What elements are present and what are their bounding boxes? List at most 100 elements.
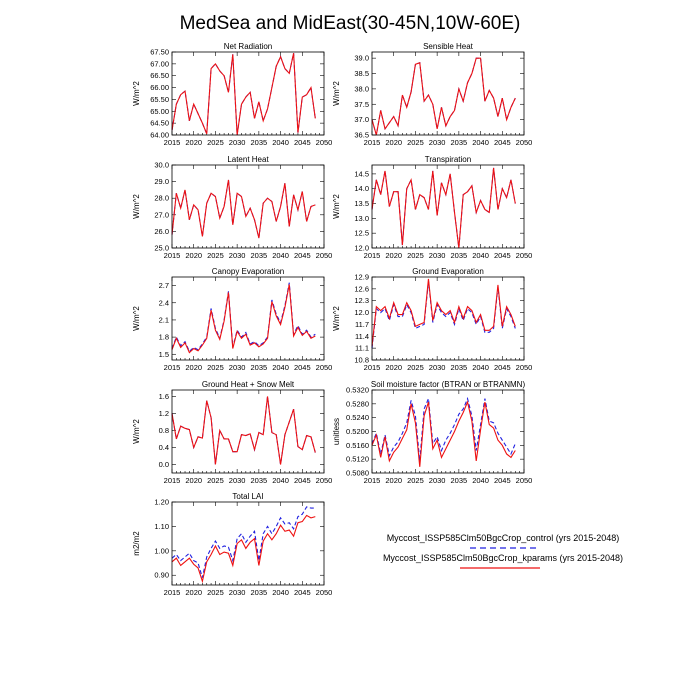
legend: Myccost_ISSP585Clm50BgcCrop_control (yrs…	[383, 533, 623, 569]
x-tick-label: 2030	[229, 588, 246, 597]
x-tick-label: 2040	[272, 588, 289, 597]
y-tick-label: 12.6	[354, 284, 369, 293]
legend-control-label: Myccost_ISSP585Clm50BgcCrop_control (yrs…	[387, 533, 620, 543]
y-tick-label: 28.0	[154, 194, 169, 203]
y-tick-label: 0.8	[159, 426, 169, 435]
series-line-control	[171, 506, 316, 578]
x-tick-label: 2035	[451, 251, 468, 260]
x-tick-label: 2025	[407, 363, 424, 372]
x-tick-label: 2030	[229, 476, 246, 485]
y-tick-label: 65.50	[150, 95, 169, 104]
series-line-kparams	[371, 57, 516, 136]
y-tick-label: 11.4	[355, 332, 369, 341]
x-tick-label: 2050	[516, 251, 533, 260]
y-tick-label: 14.0	[354, 184, 369, 193]
x-tick-label: 2045	[294, 363, 311, 372]
y-tick-label: 10.8	[354, 356, 369, 365]
x-tick-label: 2020	[185, 476, 202, 485]
x-tick-label: 2020	[185, 138, 202, 147]
x-tick-label: 2030	[429, 138, 446, 147]
y-tick-label: 14.5	[354, 169, 369, 178]
y-tick-label: 65.00	[150, 107, 169, 116]
x-tick-label: 2025	[407, 138, 424, 147]
y-tick-label: 27.0	[154, 210, 169, 219]
y-tick-label: 12.0	[354, 308, 369, 317]
x-tick-label: 2035	[451, 138, 468, 147]
x-tick-label: 2050	[516, 138, 533, 147]
y-tick-label: 0.0	[159, 460, 169, 469]
y-tick-label: 1.8	[159, 333, 169, 342]
x-tick-label: 2030	[229, 138, 246, 147]
y-tick-label: 0.5080	[346, 469, 369, 478]
x-tick-label: 2020	[385, 363, 402, 372]
y-tick-label: 1.2	[159, 409, 169, 418]
x-tick-label: 2015	[164, 251, 181, 260]
x-tick-label: 2040	[272, 476, 289, 485]
x-tick-label: 2045	[294, 588, 311, 597]
y-tick-label: 64.00	[150, 131, 169, 140]
x-tick-label: 2015	[364, 138, 381, 147]
x-tick-label: 2035	[251, 251, 268, 260]
y-axis-label: W/m^2	[332, 194, 341, 219]
y-tick-label: 26.0	[154, 227, 169, 236]
x-tick-label: 2020	[385, 138, 402, 147]
y-tick-label: 67.50	[150, 48, 169, 57]
y-axis-label: W/m^2	[332, 306, 341, 331]
series-line-kparams	[371, 400, 516, 467]
x-tick-label: 2040	[272, 138, 289, 147]
series-line-control	[371, 57, 516, 136]
series-line-kparams	[371, 278, 516, 347]
x-tick-label: 2015	[164, 476, 181, 485]
panel-2: Latent Heat W/m^2 2015 2020 2025 2030 2035 2040…	[132, 155, 332, 260]
series-line-control	[171, 396, 316, 465]
y-tick-label: 37.0	[354, 115, 369, 124]
panel-6: Ground Heat + Snow Melt W/m^2 2015 2020 2025…	[132, 380, 332, 485]
series-line-kparams	[171, 396, 316, 465]
panels-group: Net Radiation W/m^2 2015 2020 2025 2030 2035 20…	[132, 42, 532, 597]
y-axis-label: W/m^2	[132, 419, 141, 444]
panel-title: Ground Evaporation	[412, 267, 484, 276]
y-tick-label: 39.0	[354, 54, 369, 63]
panel-title: Net Radiation	[224, 42, 272, 51]
y-tick-label: 1.00	[154, 546, 169, 555]
x-tick-label: 2035	[251, 363, 268, 372]
y-tick-label: 25.0	[154, 244, 169, 253]
y-axis-label: W/m^2	[132, 81, 141, 106]
panel-1: Sensible Heat W/m^2 2015 2020 2025 2030 2035 20…	[332, 42, 532, 147]
x-tick-label: 2030	[429, 476, 446, 485]
y-tick-label: 12.0	[354, 244, 369, 253]
x-tick-label: 2045	[494, 138, 511, 147]
x-tick-label: 2020	[185, 251, 202, 260]
x-tick-label: 2045	[294, 138, 311, 147]
x-tick-label: 2030	[229, 251, 246, 260]
y-tick-label: 0.5120	[346, 455, 369, 464]
panel-3: Transpiration W/m^2 2015 2020 2025 2030 2035 20…	[332, 155, 532, 260]
x-tick-label: 2015	[164, 138, 181, 147]
x-tick-label: 2025	[407, 476, 424, 485]
x-tick-label: 2025	[207, 588, 224, 597]
y-tick-label: 66.00	[150, 83, 169, 92]
x-tick-label: 2050	[316, 251, 333, 260]
y-tick-label: 0.5320	[346, 386, 369, 395]
figure-title: MedSea and MidEast(30-45N,10W-60E)	[180, 13, 521, 34]
y-tick-label: 2.7	[159, 281, 169, 290]
panel-4: Canopy Evaporation W/m^2 2015 2020 2025 2030 2…	[132, 267, 332, 372]
panel-title: Transpiration	[425, 155, 471, 164]
plot-frame	[171, 276, 325, 361]
y-tick-label: 0.5240	[346, 413, 369, 422]
x-tick-label: 2050	[316, 363, 333, 372]
y-tick-label: 11.7	[355, 320, 369, 329]
x-tick-label: 2050	[516, 476, 533, 485]
x-tick-label: 2035	[451, 476, 468, 485]
panel-title: Latent Heat	[227, 155, 269, 164]
x-tick-label: 2040	[272, 363, 289, 372]
plot-frame	[371, 389, 525, 474]
plot-frame	[171, 164, 325, 249]
x-tick-label: 2050	[516, 363, 533, 372]
x-tick-label: 2025	[207, 138, 224, 147]
y-axis-label: W/m^2	[132, 306, 141, 331]
legend-kparams-label: Myccost_ISSP585Clm50BgcCrop_kparams (yrs…	[383, 553, 623, 563]
x-tick-label: 2035	[251, 476, 268, 485]
series-line-kparams	[171, 284, 316, 354]
y-tick-label: 29.0	[154, 177, 169, 186]
